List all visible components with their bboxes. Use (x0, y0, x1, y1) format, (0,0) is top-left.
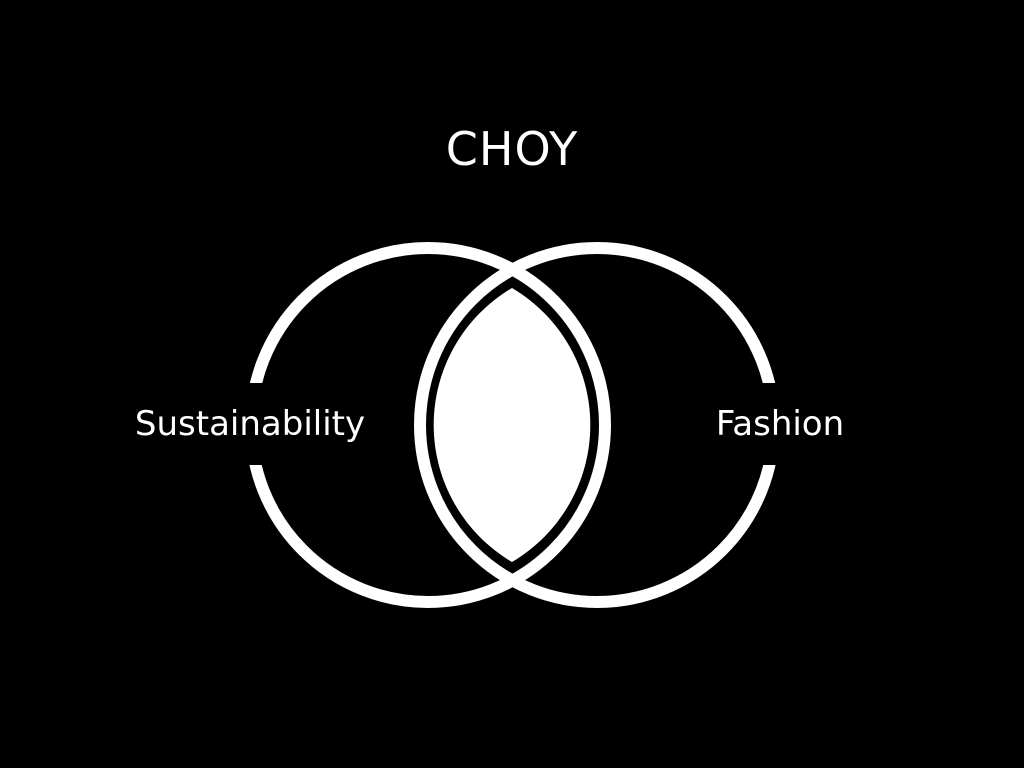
fashion-label: Fashion (716, 404, 844, 444)
diagram-title: CHOY (445, 122, 579, 176)
intersection-lens (433, 288, 591, 562)
sustainability-label: Sustainability (135, 404, 365, 444)
sustainability-circle (245, 242, 611, 608)
fashion-circle (414, 242, 780, 608)
